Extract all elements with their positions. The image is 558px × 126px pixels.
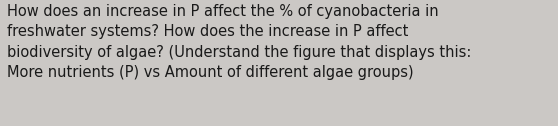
Text: How does an increase in P affect the % of cyanobacteria in
freshwater systems? H: How does an increase in P affect the % o… [7,4,471,80]
